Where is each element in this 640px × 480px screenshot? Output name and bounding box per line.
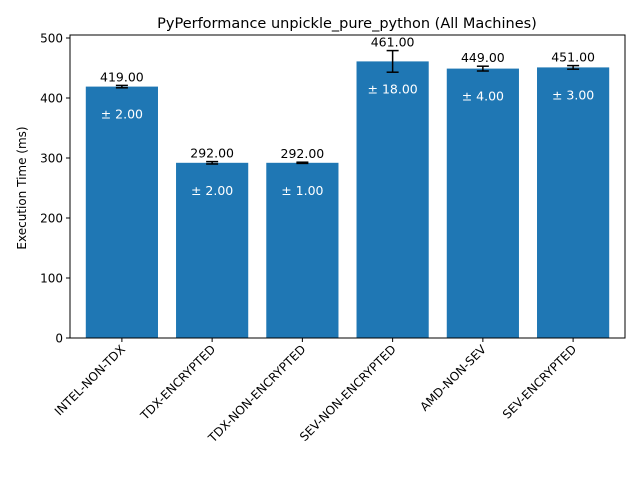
chart-title: PyPerformance unpickle_pure_python (All …	[157, 16, 537, 32]
error-label: ± 3.00	[552, 87, 594, 102]
value-label: 451.00	[551, 50, 595, 65]
bar	[176, 162, 249, 338]
bar	[537, 67, 610, 339]
x-tick-label: INTEL-NON-TDX	[52, 342, 128, 418]
error-label: ± 2.00	[101, 107, 143, 122]
bar	[446, 68, 519, 338]
error-label: ± 18.00	[368, 81, 418, 96]
y-tick-label: 200	[40, 212, 63, 226]
value-label: 449.00	[461, 50, 505, 65]
value-label: 461.00	[371, 35, 415, 50]
axes-frame	[69, 34, 626, 339]
y-axis-label: Execution Time (ms)	[15, 126, 29, 249]
x-tick-label: TDX-ENCRYPTED	[137, 342, 218, 423]
value-label: 292.00	[190, 146, 234, 161]
y-tick-label: 400	[40, 92, 63, 106]
bar	[266, 162, 339, 338]
x-tick-label: SEV-NON-ENCRYPTED	[297, 342, 399, 444]
y-tick-label: 100	[40, 272, 63, 286]
x-tick-label: TDX-NON-ENCRYPTED	[205, 342, 309, 446]
error-label: ± 4.00	[462, 89, 504, 104]
error-label: ± 2.00	[191, 183, 233, 198]
error-label: ± 1.00	[281, 183, 323, 198]
x-tick-label: SEV-ENCRYPTED	[500, 342, 579, 421]
bar	[85, 86, 158, 338]
y-tick-label: 300	[40, 152, 63, 166]
y-tick-label: 500	[40, 32, 63, 46]
y-tick-label: 0	[55, 332, 63, 346]
plot-area: 419.00 ± 2.00 INTEL-NON-TDX 292.00 ± 2.00 TDX…	[40, 32, 626, 446]
value-label: 419.00	[100, 69, 144, 84]
x-tick-label: AMD-NON-SEV	[417, 342, 489, 414]
bar	[356, 61, 429, 339]
value-label: 292.00	[281, 146, 325, 161]
